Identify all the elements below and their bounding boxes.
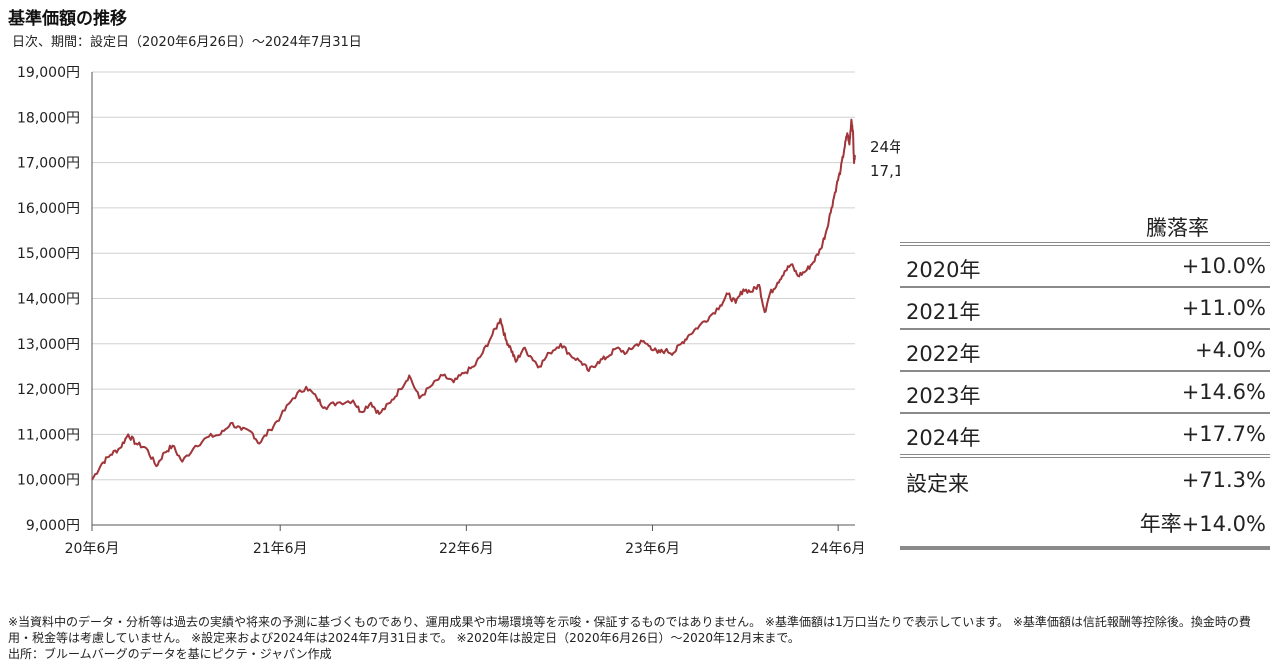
y-tick-label: 12,000円: [17, 382, 80, 398]
y-tick-label: 16,000円: [17, 201, 80, 217]
returns-row-label: 2022年: [906, 342, 981, 366]
x-tick-label: 22年6月: [439, 541, 494, 557]
y-tick-label: 18,000円: [17, 110, 80, 126]
returns-header: 騰落率: [1146, 216, 1209, 240]
annualized-value: 年率+14.0%: [1139, 512, 1266, 536]
y-tick-label: 17,000円: [17, 156, 80, 172]
returns-row-label: 2020年: [906, 258, 981, 282]
returns-row-label: 2024年: [906, 426, 981, 450]
returns-row-2020: 2020年 +10.0%: [900, 246, 1270, 288]
y-tick-label: 11,000円: [17, 427, 80, 443]
line-chart: 9,000円 10,000円 11,000円 12,000円 13,000円 14,000…: [17, 65, 900, 557]
end-date-label: 24年7月31日: [870, 138, 900, 156]
returns-since-inception: 設定来 +71.3%: [900, 458, 1270, 502]
x-tick-label: 24年6月: [811, 541, 866, 557]
returns-row-2022: 2022年 +4.0%: [900, 330, 1270, 372]
returns-row-value: +4.0%: [1195, 338, 1266, 362]
returns-table: 2020年 +10.0% 2021年 +11.0% 2022年 +4.0% 20…: [900, 242, 1270, 550]
y-tick-label: 13,000円: [17, 337, 80, 353]
returns-row-2021: 2021年 +11.0%: [900, 288, 1270, 330]
since-inception-label: 設定来: [906, 472, 969, 496]
y-tick-label: 10,000円: [17, 473, 80, 489]
end-value-label: 17,132円: [870, 162, 900, 180]
footnote-disclaimer: ※当資料中のデータ・分析等は過去の実績や将来の予測に基づくものであり、運用成果や…: [8, 615, 1251, 645]
returns-annualized: 年率+14.0%: [900, 502, 1270, 550]
x-tick-label: 23年6月: [625, 541, 680, 557]
returns-row-2023: 2023年 +14.6%: [900, 372, 1270, 414]
since-inception-value: +71.3%: [1181, 468, 1266, 492]
returns-row-value: +14.6%: [1181, 380, 1266, 404]
returns-row-label: 2023年: [906, 384, 981, 408]
returns-top-rule: [900, 242, 1270, 246]
y-tick-label: 15,000円: [17, 246, 80, 262]
y-tick-label: 9,000円: [26, 518, 80, 534]
returns-row-value: +11.0%: [1181, 296, 1266, 320]
series-line: [91, 118, 856, 481]
y-tick-label: 19,000円: [17, 65, 80, 81]
y-tick-label: 14,000円: [17, 292, 80, 308]
chart-title: 基準価額の推移: [8, 9, 127, 29]
returns-row-value: +10.0%: [1181, 254, 1266, 278]
x-tick-label: 20年6月: [65, 541, 120, 557]
x-tick-label: 21年6月: [253, 541, 308, 557]
footnote-source: 出所：ブルームバーグのデータを基にピクテ・ジャパン作成: [8, 647, 332, 661]
returns-row-label: 2021年: [906, 300, 981, 324]
returns-row-value: +17.7%: [1181, 422, 1266, 446]
footnote: ※当資料中のデータ・分析等は過去の実績や将来の予測に基づくものであり、運用成果や…: [8, 614, 1274, 662]
returns-row-2024: 2024年 +17.7%: [900, 414, 1270, 458]
chart-subtitle: 日次、期間：設定日（2020年6月26日）〜2024年7月31日: [12, 35, 362, 50]
